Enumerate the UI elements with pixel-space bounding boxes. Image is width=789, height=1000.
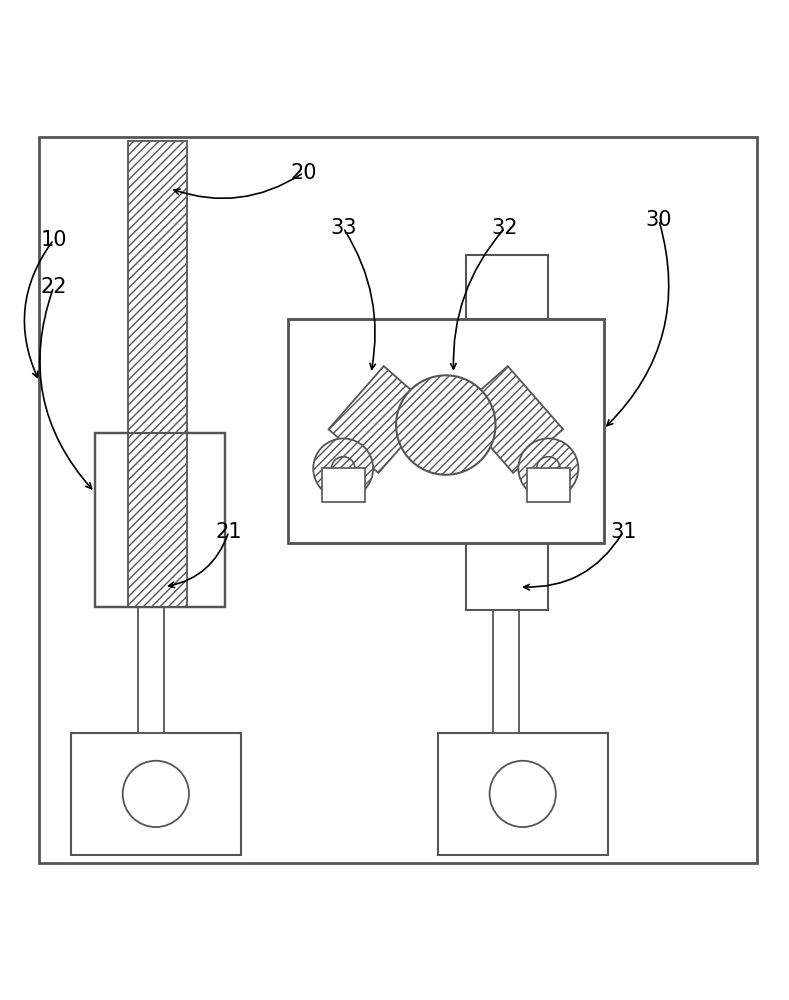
Bar [288, 319, 604, 543]
Bar [527, 468, 570, 502]
Circle shape [489, 761, 556, 827]
Text: 20: 20 [290, 163, 317, 183]
Bar [466, 255, 548, 319]
Text: 31: 31 [610, 522, 637, 542]
Bar [95, 433, 225, 607]
Text: 30: 30 [645, 210, 672, 230]
Bar [493, 610, 519, 733]
Circle shape [313, 438, 373, 498]
Circle shape [396, 375, 495, 475]
Bar [322, 468, 365, 502]
Circle shape [518, 438, 578, 498]
Text: 33: 33 [330, 218, 357, 238]
Text: 22: 22 [40, 277, 67, 297]
Polygon shape [458, 366, 563, 473]
Bar [128, 141, 187, 607]
Text: 32: 32 [492, 218, 518, 238]
Text: 21: 21 [215, 522, 242, 542]
Bar [71, 733, 241, 855]
Bar [466, 543, 548, 610]
Bar [138, 607, 164, 733]
Bar [288, 319, 604, 543]
Circle shape [123, 761, 189, 827]
Bar [95, 433, 225, 607]
Text: 10: 10 [40, 230, 67, 250]
Polygon shape [328, 366, 434, 473]
Bar [438, 733, 608, 855]
